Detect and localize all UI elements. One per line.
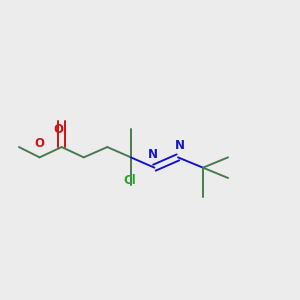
Text: N: N	[148, 148, 158, 161]
Text: O: O	[34, 137, 45, 150]
Text: Cl: Cl	[123, 174, 136, 187]
Text: N: N	[174, 139, 184, 152]
Text: O: O	[54, 124, 64, 136]
